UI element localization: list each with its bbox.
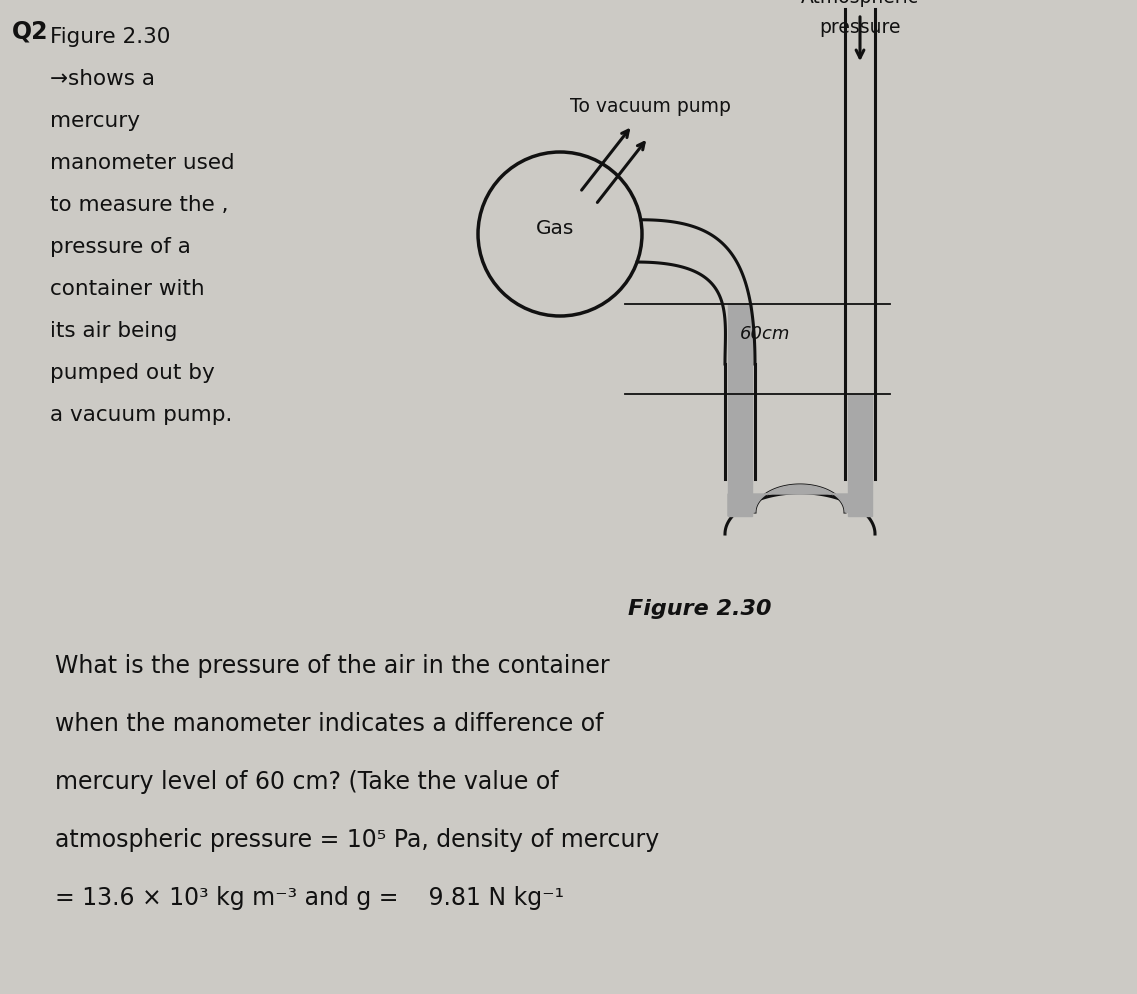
Text: pressure: pressure <box>820 18 901 37</box>
Text: mercury level of 60 cm? (Take the value of: mercury level of 60 cm? (Take the value … <box>55 770 558 794</box>
Text: its air being: its air being <box>50 321 177 341</box>
Text: 60cm: 60cm <box>740 325 790 343</box>
Text: container with: container with <box>50 279 205 299</box>
Text: a vacuum pump.: a vacuum pump. <box>50 405 232 425</box>
Text: Figure 2.30: Figure 2.30 <box>50 27 171 47</box>
Bar <box>848 394 872 516</box>
Text: Figure 2.30: Figure 2.30 <box>629 599 772 619</box>
Text: when the manometer indicates a difference of: when the manometer indicates a differenc… <box>55 712 604 736</box>
Text: Atmospheric: Atmospheric <box>800 0 919 7</box>
Text: Q2: Q2 <box>13 19 49 43</box>
Text: Gas: Gas <box>536 220 574 239</box>
Polygon shape <box>728 485 872 516</box>
Bar <box>728 304 752 516</box>
Text: pressure of a: pressure of a <box>50 237 191 257</box>
Text: To vacuum pump: To vacuum pump <box>570 97 731 116</box>
Text: to measure the ,: to measure the , <box>50 195 229 215</box>
Text: manometer used: manometer used <box>50 153 234 173</box>
Text: atmospheric pressure = 10⁵ Pa, density of mercury: atmospheric pressure = 10⁵ Pa, density o… <box>55 828 659 852</box>
Text: pumped out by: pumped out by <box>50 363 215 383</box>
Text: = 13.6 × 10³ kg m⁻³ and g =    9.81 N kg⁻¹: = 13.6 × 10³ kg m⁻³ and g = 9.81 N kg⁻¹ <box>55 886 564 910</box>
Text: →shows a: →shows a <box>50 69 155 89</box>
Text: What is the pressure of the air in the container: What is the pressure of the air in the c… <box>55 654 609 678</box>
Text: mercury: mercury <box>50 111 140 131</box>
